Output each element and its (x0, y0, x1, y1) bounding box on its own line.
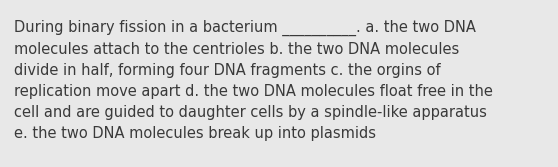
Text: During binary fission in a bacterium __________. a. the two DNA
molecules attach: During binary fission in a bacterium ___… (14, 20, 493, 141)
